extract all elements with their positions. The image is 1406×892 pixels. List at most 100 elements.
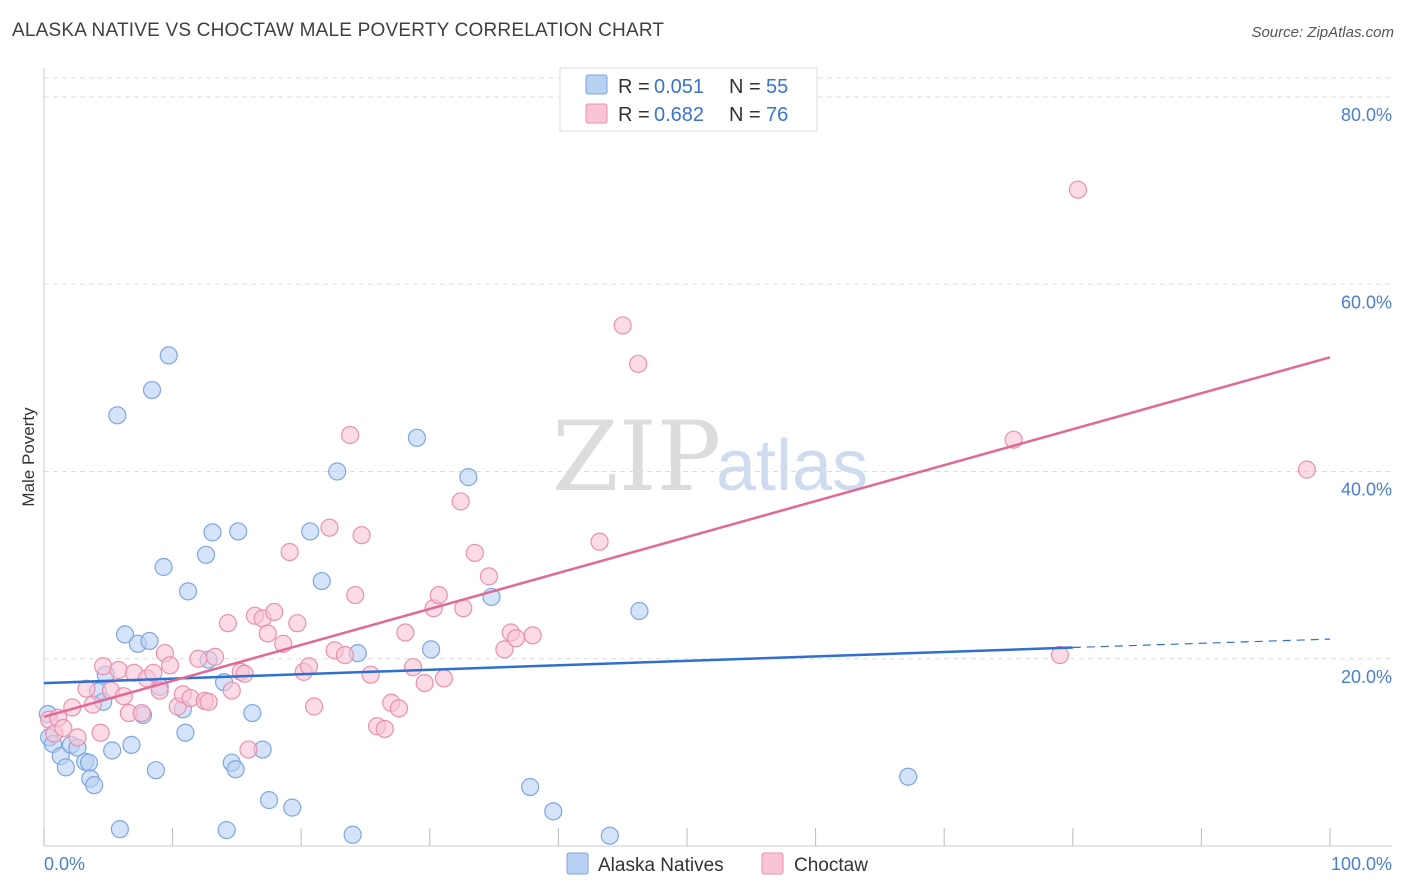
point-alaska-32: [203, 523, 222, 542]
legend-n-value-alaska: 55: [766, 76, 788, 98]
point-choctaw-60: [451, 492, 470, 511]
point-alaska-55: [899, 767, 918, 786]
point-alaska-17: [115, 625, 135, 644]
point-choctaw-36: [265, 602, 284, 622]
point-choctaw-35: [258, 624, 277, 643]
point-alaska-15: [108, 406, 127, 425]
y-axis-label: Male Poverty: [19, 407, 38, 507]
point-choctaw-64: [495, 640, 514, 659]
point-choctaw-42: [304, 697, 324, 716]
point-choctaw-46: [340, 425, 360, 445]
point-alaska-4: [56, 758, 75, 777]
point-alaska-18: [122, 735, 141, 754]
point-choctaw-6: [77, 679, 96, 698]
y-tick-label-2: 60.0%: [1341, 292, 1392, 312]
point-choctaw-32: [239, 740, 258, 759]
point-alaska-40: [259, 791, 279, 810]
point-choctaw-11: [109, 660, 128, 680]
watermark-zip: ZIP: [552, 401, 721, 513]
point-alaska-10: [85, 776, 104, 795]
trend-line-choctaw: [43, 356, 1331, 719]
y-tick-label-1: 40.0%: [1341, 480, 1392, 500]
point-alaska-42: [301, 522, 320, 541]
y-tick-label-3: 80.0%: [1341, 105, 1392, 125]
bottom-legend-label-alaska: Alaska Natives: [598, 855, 724, 876]
point-alaska-29: [178, 582, 198, 601]
point-alaska-52: [544, 802, 563, 821]
point-alaska-8: [79, 753, 99, 772]
point-choctaw-41: [299, 657, 319, 676]
series-choctaw: [40, 180, 1316, 759]
point-choctaw-62: [465, 543, 484, 563]
point-alaska-34: [217, 820, 236, 840]
legend-n-value-choctaw: 76: [766, 104, 788, 126]
point-choctaw-43: [320, 518, 339, 537]
source-credit: Source: ZipAtlas.com: [1251, 24, 1394, 41]
x-tick-label-min: 0.0%: [44, 854, 85, 874]
point-choctaw-17: [144, 663, 163, 682]
x-tick-marks: [43, 828, 1331, 846]
trend-lines: [43, 356, 1331, 719]
point-choctaw-5: [68, 728, 87, 747]
point-alaska-44: [328, 462, 347, 481]
point-alaska-30: [196, 545, 216, 564]
point-choctaw-53: [389, 699, 409, 718]
point-choctaw-8: [91, 723, 110, 742]
bottom-legend-swatch-choctaw: [761, 852, 784, 875]
point-choctaw-58: [429, 585, 448, 605]
point-choctaw-28: [218, 614, 237, 633]
point-alaska-23: [146, 761, 165, 780]
point-alaska-36: [226, 760, 245, 779]
point-choctaw-59: [434, 669, 454, 688]
point-alaska-14: [103, 741, 122, 760]
y-tick-labels: 20.0% 40.0% 60.0% 80.0%: [1341, 105, 1392, 687]
point-alaska-48: [421, 640, 441, 659]
point-choctaw-9: [94, 657, 113, 676]
x-tick-label-max: 100.0%: [1331, 854, 1392, 874]
legend-r-value-choctaw: 0.682: [654, 104, 704, 126]
point-alaska-49: [459, 468, 478, 487]
point-alaska-51: [521, 777, 540, 797]
point-choctaw-38: [280, 542, 299, 562]
point-alaska-37: [229, 522, 248, 541]
point-alaska-43: [312, 571, 331, 591]
point-choctaw-67: [523, 626, 542, 645]
point-choctaw-47: [346, 585, 365, 605]
legend-r-label-choctaw: R =: [618, 104, 650, 126]
point-choctaw-15: [132, 703, 151, 723]
point-choctaw-74: [1297, 460, 1316, 479]
legend-n-label-choctaw: N =: [729, 104, 761, 126]
point-choctaw-20: [160, 656, 180, 675]
point-choctaw-69: [613, 316, 632, 335]
point-choctaw-55: [403, 658, 423, 677]
point-choctaw-29: [222, 681, 241, 700]
point-choctaw-48: [352, 526, 371, 545]
point-choctaw-51: [375, 719, 394, 739]
chart-title: ALASKA NATIVE VS CHOCTAW MALE POVERTY CO…: [12, 20, 665, 41]
point-choctaw-63: [479, 567, 499, 586]
point-alaska-21: [140, 631, 159, 651]
trend-line-alaska: [43, 646, 1073, 685]
point-choctaw-54: [396, 623, 415, 642]
point-choctaw-66: [506, 629, 526, 648]
bottom-legend-swatch-alaska: [566, 852, 589, 875]
point-alaska-45: [343, 825, 362, 844]
trend-line-alaska-extension: [1072, 638, 1331, 649]
point-alaska-38: [243, 703, 262, 723]
point-alaska-16: [110, 820, 129, 839]
point-choctaw-39: [288, 614, 307, 633]
point-alaska-53: [600, 826, 619, 845]
point-choctaw-72: [1050, 645, 1070, 665]
point-alaska-41: [283, 798, 302, 817]
point-choctaw-68: [590, 532, 609, 551]
point-choctaw-31: [235, 664, 254, 683]
point-choctaw-73: [1068, 180, 1088, 199]
gridlines: [44, 77, 1392, 660]
legend-r-value-alaska: 0.051: [654, 76, 704, 98]
series-legend: Alaska Natives Choctaw: [566, 852, 868, 876]
legend-n-label-alaska: N =: [729, 76, 761, 98]
point-alaska-22: [142, 380, 162, 400]
point-alaska-25: [154, 557, 173, 577]
point-choctaw-3: [54, 718, 73, 738]
